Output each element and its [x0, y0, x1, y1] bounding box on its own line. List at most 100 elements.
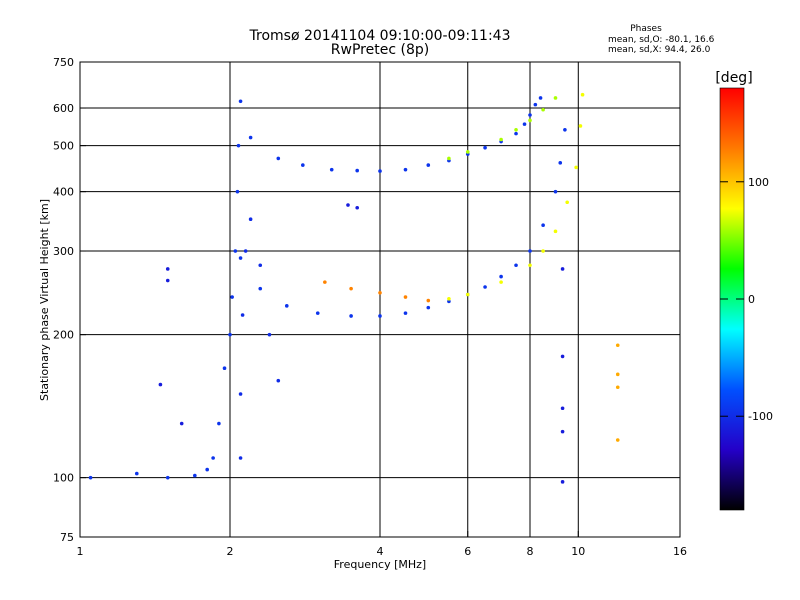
y-tick-label: 500	[53, 140, 74, 153]
colorbar-tick-label: -100	[748, 410, 773, 423]
data-point	[426, 163, 431, 167]
data-point	[158, 382, 163, 387]
data-point	[447, 156, 451, 161]
data-point	[541, 107, 545, 112]
series-group	[323, 280, 431, 303]
data-point	[528, 113, 532, 117]
data-point	[248, 135, 253, 140]
scatter-points	[88, 92, 620, 484]
data-point	[483, 285, 487, 289]
y-axis: 75 100 200 300 400 500 600 750	[53, 56, 86, 544]
data-point	[193, 473, 197, 478]
data-point	[248, 217, 253, 222]
data-point	[533, 102, 538, 107]
data-point	[483, 145, 487, 150]
y-tick-label: 200	[53, 329, 74, 342]
y-axis-label: Stationary phase Virtual Height [km]	[38, 199, 51, 401]
data-point	[228, 332, 232, 337]
data-point	[615, 372, 620, 377]
colorbar-ticks: 100 0 -100	[720, 176, 773, 423]
series-group	[615, 343, 620, 442]
data-point	[499, 280, 503, 284]
colorbar-label: [deg]	[715, 70, 752, 86]
data-point	[165, 278, 170, 283]
data-point	[276, 378, 281, 383]
y-tick-label: 75	[60, 531, 74, 544]
series-group	[238, 217, 281, 460]
colorbar-tick-label: 100	[748, 176, 769, 189]
x-tick-label: 16	[673, 545, 687, 558]
data-point	[222, 366, 227, 370]
data-point	[165, 475, 170, 480]
x-axis-label: Frequency [MHz]	[334, 558, 426, 571]
data-point	[315, 311, 320, 315]
data-point	[134, 471, 139, 476]
data-point	[615, 343, 620, 348]
data-point	[578, 124, 583, 128]
series-group	[447, 96, 558, 161]
data-point	[323, 280, 327, 284]
series-group	[447, 92, 585, 301]
data-point	[378, 314, 382, 318]
stats-o-line: mean, sd,O: -80.1, 16.6	[608, 35, 715, 45]
data-point	[243, 249, 248, 253]
data-point	[514, 127, 518, 132]
data-point	[499, 137, 503, 142]
series-group	[158, 203, 565, 484]
data-point	[349, 314, 353, 318]
data-point	[558, 161, 563, 165]
data-point	[230, 295, 234, 299]
data-point	[553, 229, 558, 234]
data-point	[284, 304, 289, 308]
x-tick-label: 10	[571, 545, 585, 558]
data-point	[465, 150, 470, 154]
colorbar-tick-label: 0	[748, 293, 755, 306]
data-point	[233, 249, 238, 253]
data-point	[528, 263, 532, 268]
data-point	[574, 165, 578, 170]
data-point	[541, 249, 545, 253]
data-point	[514, 131, 518, 136]
data-point	[179, 421, 184, 426]
data-point	[447, 296, 451, 301]
data-point	[329, 167, 334, 172]
data-point	[563, 127, 567, 132]
data-point	[565, 200, 569, 205]
data-point	[236, 143, 241, 148]
data-point	[238, 99, 243, 104]
data-point	[217, 421, 221, 426]
data-point	[514, 263, 518, 268]
series-group	[248, 96, 543, 173]
data-point	[238, 392, 243, 396]
data-point	[560, 354, 565, 359]
data-point	[538, 96, 543, 100]
data-point	[403, 167, 408, 172]
data-point	[560, 267, 565, 271]
data-point	[240, 313, 245, 317]
data-point	[499, 274, 503, 279]
data-point	[211, 456, 215, 460]
data-point	[403, 295, 408, 299]
y-tick-label: 300	[53, 245, 74, 258]
data-point	[346, 203, 350, 207]
y-tick-label: 100	[53, 472, 74, 485]
data-point	[615, 385, 620, 390]
chart-title: Tromsø 20141104 09:10:00-09:11:43	[249, 28, 511, 44]
x-axis: 1 2 4 6 8 10 16	[77, 531, 687, 558]
data-point	[522, 122, 527, 126]
data-point	[528, 118, 532, 123]
y-tick-label: 400	[53, 186, 74, 199]
data-point	[403, 311, 408, 315]
stats-x-line: mean, sd,X: 94.4, 26.0	[608, 45, 711, 55]
data-point	[553, 189, 558, 194]
x-tick-label: 8	[527, 545, 534, 558]
data-point	[238, 456, 243, 460]
data-point	[447, 299, 451, 304]
data-point	[426, 298, 431, 303]
data-point	[88, 475, 93, 480]
data-point	[378, 169, 382, 173]
data-point	[553, 96, 558, 100]
data-point	[238, 256, 243, 260]
data-point	[301, 163, 305, 167]
